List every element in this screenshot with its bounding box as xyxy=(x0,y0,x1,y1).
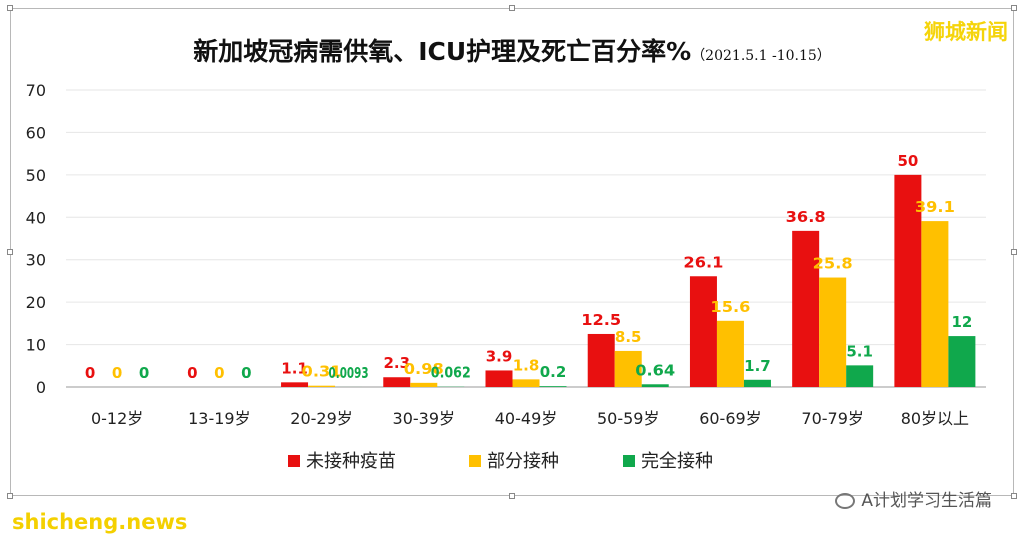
data-label: 12.5 xyxy=(581,311,621,329)
x-tick-label: 50-59岁 xyxy=(597,409,660,428)
bar xyxy=(921,221,949,387)
chart-title: 新加坡冠病需供氧、ICU护理及死亡百分率% xyxy=(193,37,692,66)
data-label: 25.8 xyxy=(813,255,853,273)
bar xyxy=(894,174,922,387)
data-label: 0 xyxy=(241,364,251,382)
legend-label: 部分接种 xyxy=(487,451,559,472)
bar xyxy=(281,382,309,387)
resize-handle[interactable] xyxy=(1011,249,1017,255)
data-label: 15.6 xyxy=(710,298,750,316)
bar xyxy=(539,386,567,387)
data-label: 0.2 xyxy=(540,363,567,381)
x-tick-label: 70-79岁 xyxy=(801,409,864,428)
legend-label: 完全接种 xyxy=(641,451,713,472)
x-tick-label: 40-49岁 xyxy=(495,409,558,428)
bar xyxy=(512,379,540,387)
y-tick-label: 70 xyxy=(26,81,46,100)
wechat-icon xyxy=(835,493,856,509)
channel-name: A计划学习生活篇 xyxy=(861,491,992,511)
bar xyxy=(948,336,976,387)
y-tick-label: 20 xyxy=(26,293,46,312)
y-tick-label: 50 xyxy=(26,166,46,185)
bar xyxy=(846,365,874,387)
channel-watermark: A计划学习生活篇 xyxy=(835,486,992,511)
legend-swatch xyxy=(623,455,635,467)
chart-title-block: 新加坡冠病需供氧、ICU护理及死亡百分率%（2021.5.1 -10.15） xyxy=(0,32,1024,68)
bar xyxy=(587,333,615,387)
data-label: 36.8 xyxy=(786,208,826,226)
data-label: 0 xyxy=(214,364,224,382)
x-tick-label: 0-12岁 xyxy=(91,409,143,428)
resize-handle[interactable] xyxy=(7,249,13,255)
y-tick-label: 40 xyxy=(26,208,46,227)
data-label: 0 xyxy=(85,364,95,382)
resize-handle[interactable] xyxy=(7,493,13,499)
data-label: 0.31 xyxy=(302,363,342,381)
bar xyxy=(689,276,717,387)
data-label: 39.1 xyxy=(915,198,955,216)
bar xyxy=(819,277,847,387)
x-tick-label: 20-29岁 xyxy=(290,409,353,428)
legend-label: 未接种疫苗 xyxy=(306,451,396,472)
bar xyxy=(716,320,744,387)
data-label: 26.1 xyxy=(683,253,723,271)
bar xyxy=(743,379,771,387)
chart-subtitle: （2021.5.1 -10.15） xyxy=(691,48,831,64)
bar xyxy=(614,350,642,387)
data-label: 8.5 xyxy=(615,328,642,346)
bar xyxy=(641,384,669,387)
corner-watermark: 狮城新闻 xyxy=(924,20,1008,44)
data-label: 0 xyxy=(139,364,149,382)
bar xyxy=(410,382,438,387)
bar xyxy=(308,385,336,387)
resize-handle[interactable] xyxy=(1011,493,1017,499)
bar xyxy=(485,370,513,387)
x-tick-label: 80岁以上 xyxy=(901,409,969,428)
x-tick-label: 13-19岁 xyxy=(188,409,251,428)
resize-handle[interactable] xyxy=(509,493,515,499)
legend-swatch xyxy=(469,455,481,467)
y-tick-label: 10 xyxy=(26,336,46,355)
bar xyxy=(383,377,411,387)
x-tick-label: 30-39岁 xyxy=(393,409,456,428)
legend-swatch xyxy=(288,455,300,467)
y-tick-label: 30 xyxy=(26,251,46,270)
data-label: 0 xyxy=(112,364,122,382)
data-label: 1.7 xyxy=(744,357,771,375)
resize-handle[interactable] xyxy=(7,5,13,11)
data-label: 0 xyxy=(187,364,197,382)
resize-handle[interactable] xyxy=(509,5,515,11)
data-label: 0.0093 xyxy=(329,364,369,382)
data-label: 12 xyxy=(951,313,972,331)
data-label: 0.062 xyxy=(431,364,471,382)
source-watermark: shicheng.news xyxy=(12,510,188,534)
data-label: 1.8 xyxy=(513,356,540,374)
data-label: 50 xyxy=(897,152,918,170)
y-tick-label: 60 xyxy=(26,123,46,142)
data-label: 5.1 xyxy=(846,342,873,360)
bar xyxy=(792,230,820,387)
data-label: 1.1 xyxy=(281,359,308,377)
x-tick-label: 60-69岁 xyxy=(699,409,762,428)
data-label: 0.98 xyxy=(404,360,444,378)
data-label: 0.64 xyxy=(635,361,675,379)
y-tick-label: 0 xyxy=(36,378,46,397)
data-label: 3.9 xyxy=(486,347,513,365)
data-label: 2.3 xyxy=(383,354,410,372)
resize-handle[interactable] xyxy=(1011,5,1017,11)
